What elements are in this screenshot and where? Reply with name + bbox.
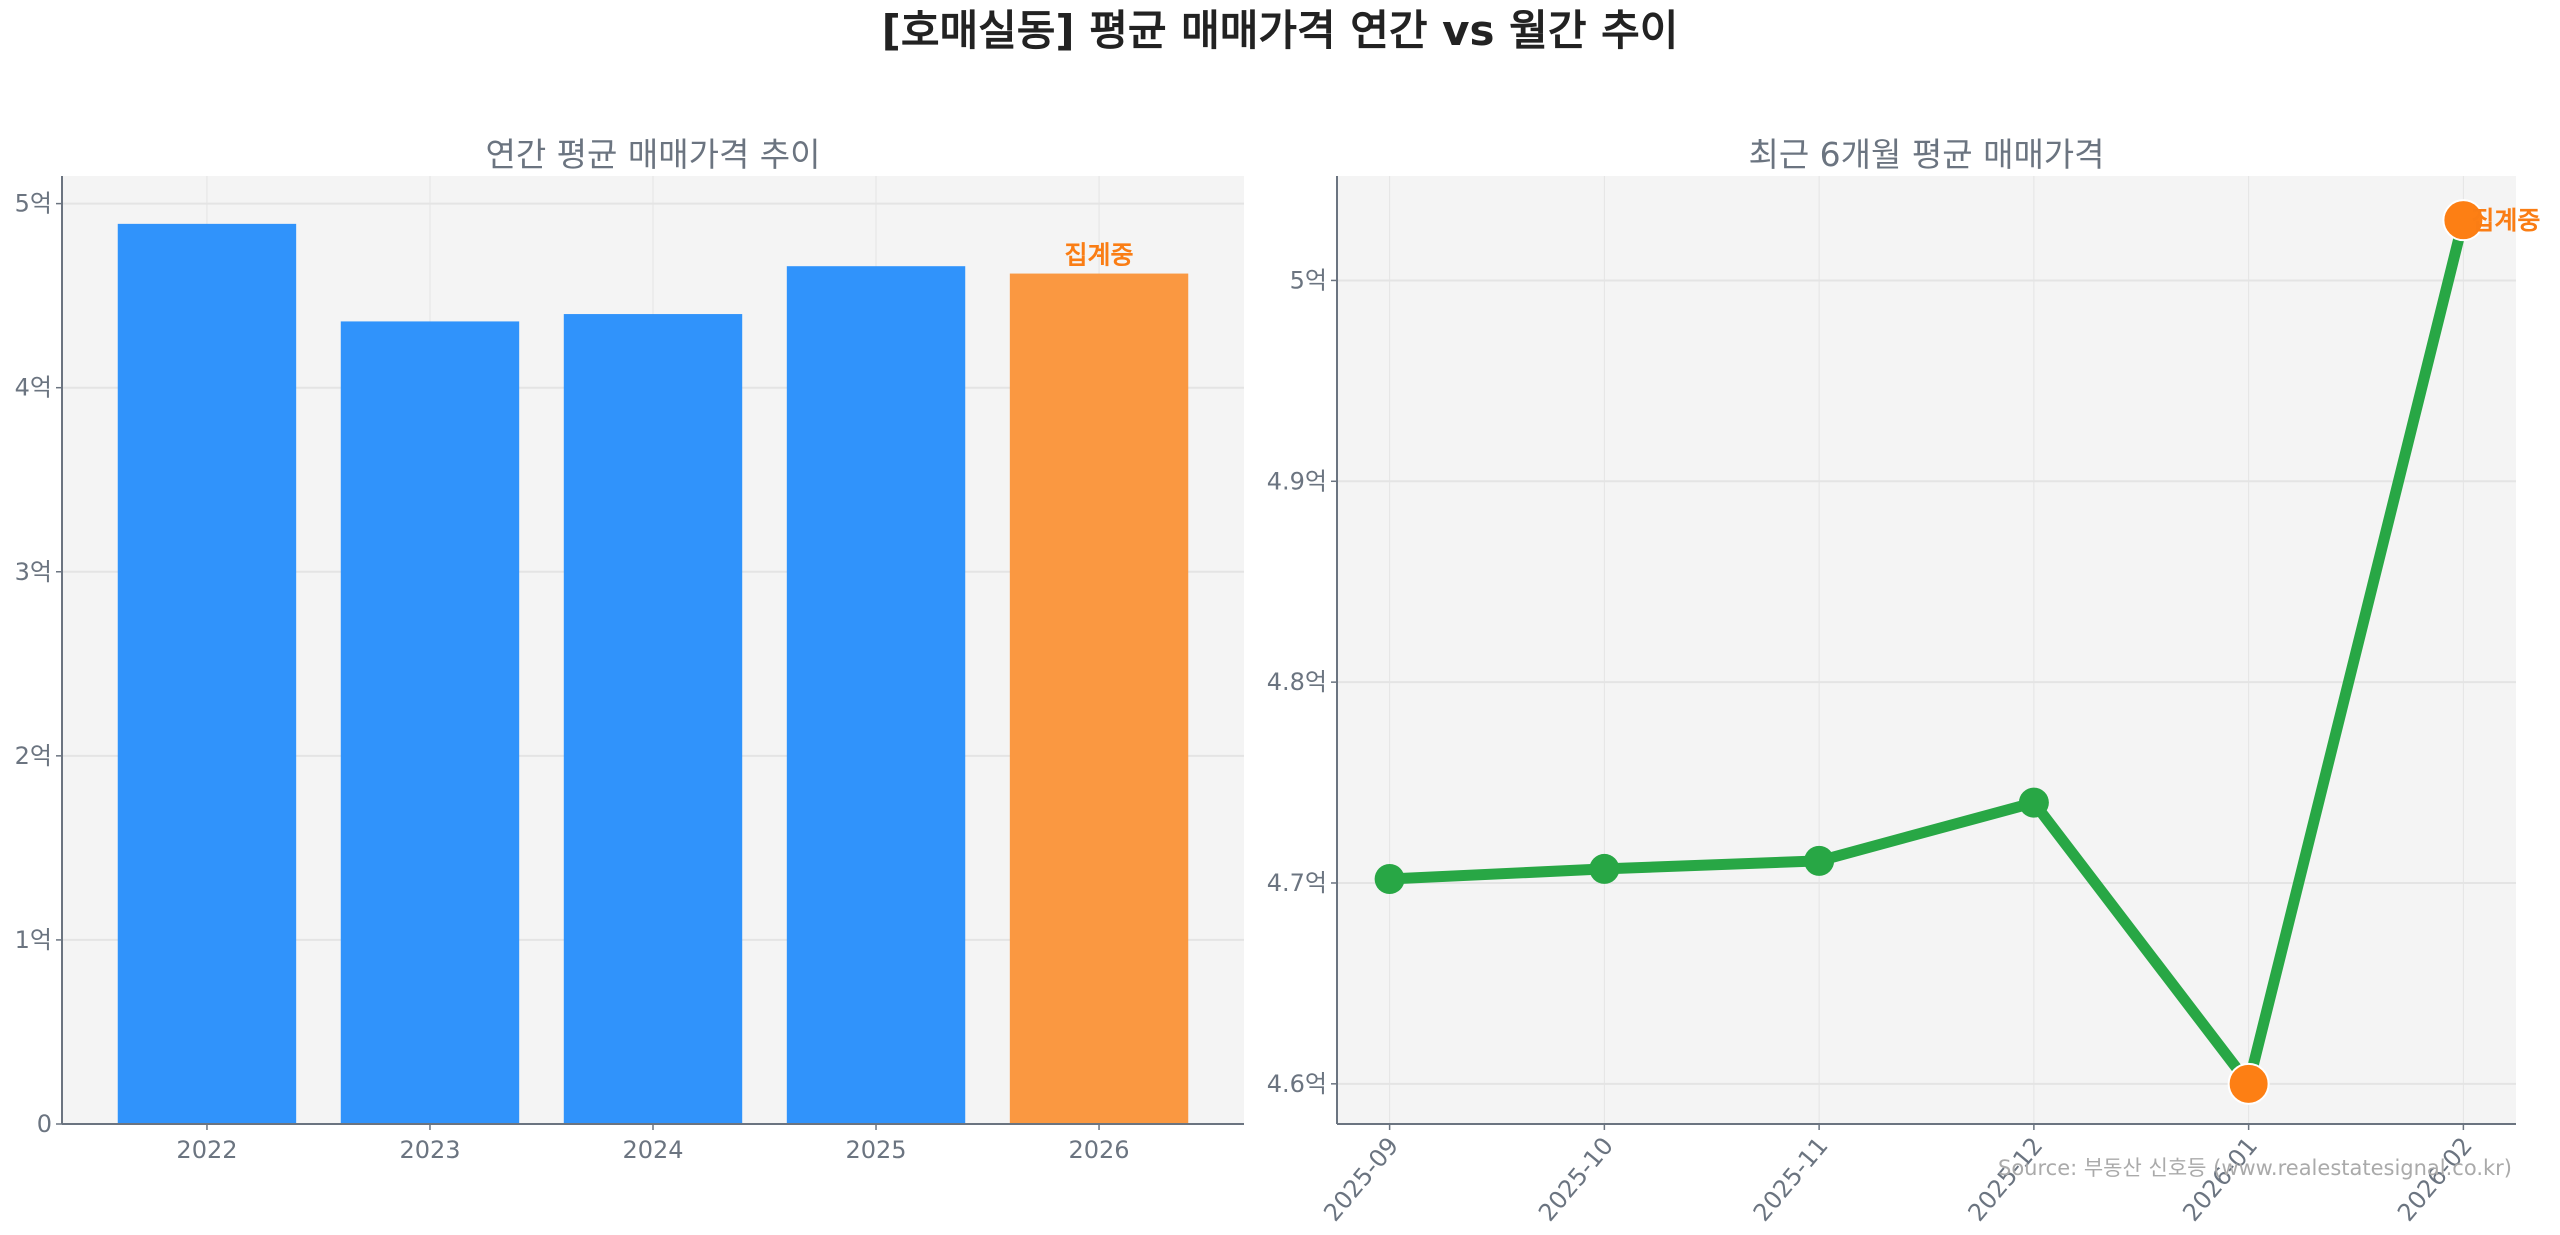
x-tick-label: 2022 — [176, 1136, 237, 1164]
y-tick-label: 2억 — [15, 742, 52, 770]
bar-2022 — [117, 223, 297, 1124]
y-tick-label: 4억 — [15, 374, 52, 402]
bar-2026 — [1009, 273, 1189, 1124]
bar-2025 — [786, 266, 966, 1124]
bar-2024 — [563, 314, 743, 1125]
point-2025-10 — [1589, 853, 1620, 884]
y-tick-label: 5억 — [15, 190, 52, 218]
x-tick-label: 2023 — [399, 1136, 460, 1164]
point-2026-01 — [2227, 1062, 2270, 1105]
series-line — [1389, 218, 2469, 1090]
x-tick-label: 2026 — [1068, 1136, 1129, 1164]
y-tick-label: 4.8억 — [1267, 668, 1327, 696]
y-tick-label: 4.7억 — [1267, 869, 1327, 897]
point-2026-02 — [2442, 199, 2485, 242]
y-tick-label: 1억 — [15, 926, 52, 954]
x-tick-label: 2025-11 — [1748, 1132, 1834, 1227]
y-tick-label: 4.6억 — [1267, 1070, 1327, 1098]
y-tick-label: 4.9억 — [1267, 467, 1327, 495]
bar-annotation: 집계중 — [1065, 241, 1134, 270]
point-2025-11 — [1804, 845, 1835, 876]
chart-title: [호매실동] 평균 매매가격 연간 vs 월간 추이 — [881, 6, 1679, 55]
x-tick-label: 2025-09 — [1318, 1132, 1404, 1227]
subplot-title-left: 연간 평균 매매가격 추이 — [485, 135, 820, 174]
x-tick-label: 2025-10 — [1533, 1132, 1619, 1227]
x-tick-label: 2024 — [622, 1136, 683, 1164]
y-tick-label: 5억 — [1290, 266, 1327, 294]
bar-2023 — [340, 321, 520, 1124]
point-2025-09 — [1374, 863, 1405, 894]
x-tick-label: 2025 — [845, 1136, 906, 1164]
y-tick-label: 0 — [37, 1110, 52, 1138]
source-note: Source: 부동산 신호등 (www.realestatesignal.co… — [1998, 1156, 2512, 1180]
subplot-title-right: 최근 6개월 평균 매매가격 — [1748, 135, 2104, 174]
point-2025-12 — [2018, 787, 2049, 818]
plot-area-right — [1337, 176, 2516, 1124]
y-tick-label: 3억 — [15, 558, 52, 586]
point-annotation: 집계중 — [2471, 206, 2540, 235]
